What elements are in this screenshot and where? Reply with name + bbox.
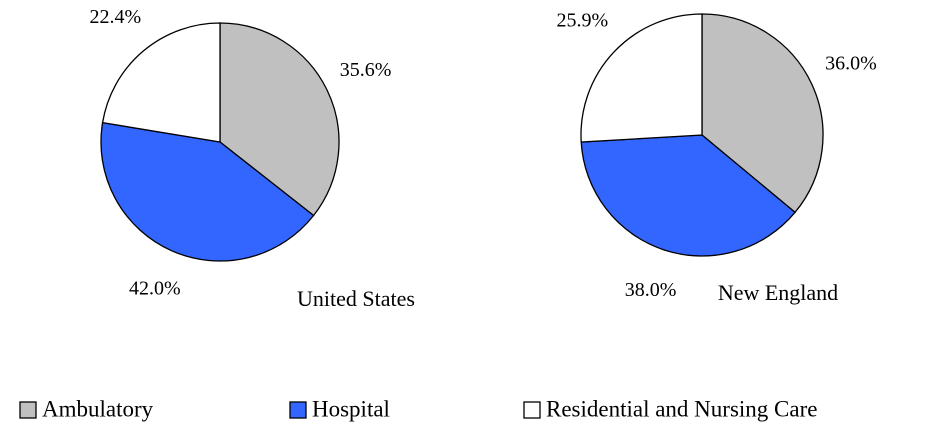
legend-swatch [523, 401, 541, 419]
chart-title: United States [297, 286, 415, 311]
legend-label: Hospital [312, 396, 390, 421]
chart-title: New England [718, 280, 838, 305]
pie-slice [701, 13, 824, 214]
value-label: 36.0% [825, 53, 877, 75]
value-label: 25.9% [556, 10, 608, 32]
legend-label: Ambulatory [42, 396, 154, 421]
pie-slice [219, 22, 340, 217]
value-label: 42.0% [129, 278, 181, 300]
legend-label: Residential and Nursing Care [546, 396, 817, 421]
pie-slice [101, 22, 221, 143]
pie-slice [580, 13, 703, 143]
pie-slice [580, 134, 796, 257]
legend-swatch [289, 401, 307, 419]
pie-slice [100, 121, 315, 262]
value-label: 35.6% [340, 59, 392, 81]
value-label: 22.4% [89, 6, 141, 28]
value-label: 38.0% [625, 279, 677, 301]
legend-swatch [19, 401, 37, 419]
